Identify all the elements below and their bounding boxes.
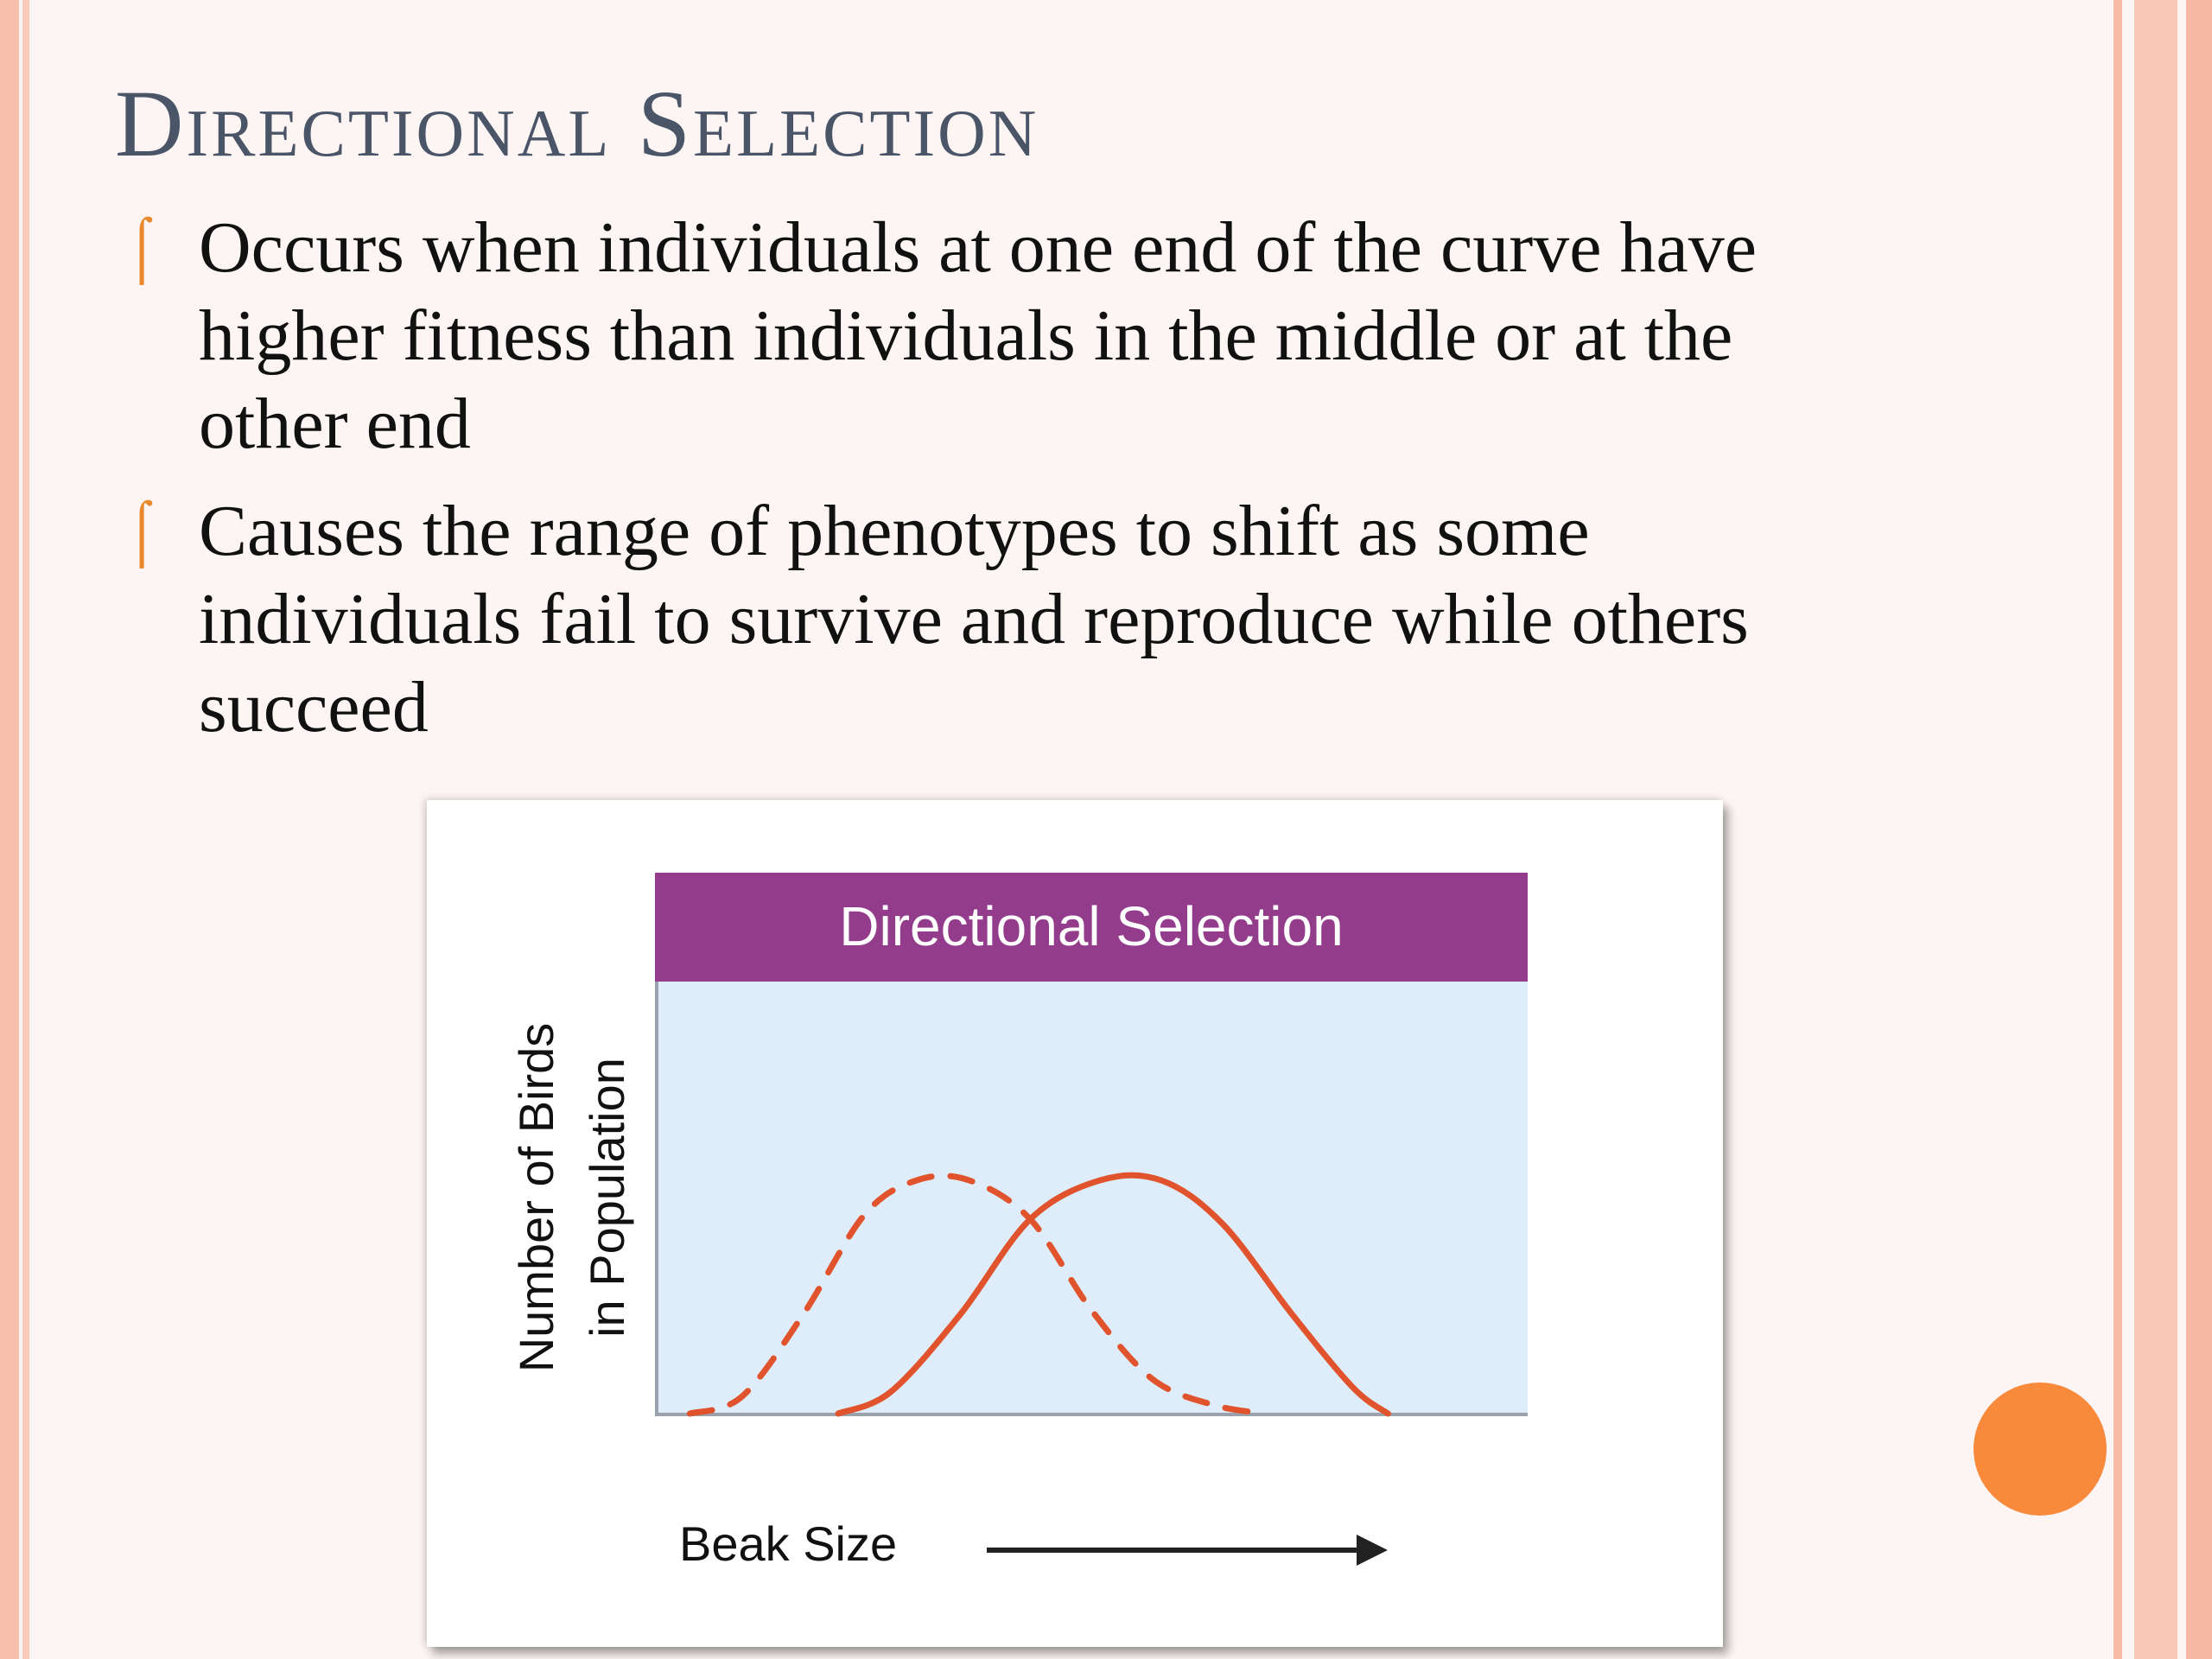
series-line-original bbox=[686, 1173, 1269, 1417]
bullet-list: ⌠ Occurs when individuals at one end of … bbox=[115, 204, 1860, 771]
slide-title: Directional Selection bbox=[115, 71, 1039, 176]
chart-svg: Directional Selection Number of Birds in… bbox=[509, 873, 1528, 1571]
chart-figure: Directional Selection Number of Birds in… bbox=[427, 800, 1723, 1647]
frame-border-left-inner bbox=[22, 0, 29, 1659]
bullet-text: Causes the range of phenotypes to shift … bbox=[199, 491, 1749, 747]
bullet-marker-icon: ⌠ bbox=[124, 214, 161, 281]
frame-border-left bbox=[0, 0, 19, 1659]
frame-border-right-inner bbox=[2113, 0, 2122, 1659]
series-layer bbox=[686, 1172, 1391, 1417]
series-line-shifted bbox=[835, 1172, 1391, 1417]
y-axis-label-line-2: in Population bbox=[580, 1058, 634, 1338]
chart-title: Directional Selection bbox=[839, 895, 1343, 957]
bullet-item: ⌠ Causes the range of phenotypes to shif… bbox=[115, 487, 1860, 752]
frame-border-right bbox=[2134, 0, 2177, 1659]
frame-border-right-outer bbox=[2186, 0, 2212, 1659]
bullet-text: Occurs when individuals at one end of th… bbox=[199, 207, 1758, 464]
x-axis-arrow-head bbox=[1357, 1535, 1388, 1566]
x-axis-label: Beak Size bbox=[679, 1516, 897, 1571]
y-axis-label-line-1: Number of Birds bbox=[509, 1023, 563, 1373]
bullet-marker-icon: ⌠ bbox=[124, 498, 161, 564]
plot-area bbox=[655, 982, 1528, 1414]
accent-dot bbox=[1974, 1382, 2107, 1516]
bullet-item: ⌠ Occurs when individuals at one end of … bbox=[115, 204, 1860, 468]
chart-title-bar bbox=[655, 873, 1528, 982]
